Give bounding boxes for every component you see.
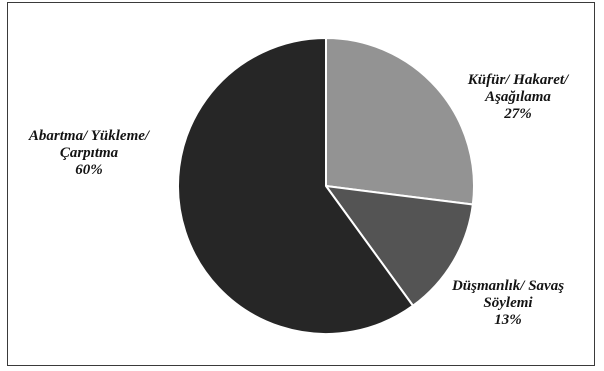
slice-label-line: Küfür/ Hakaret/: [467, 72, 569, 88]
slice-kufur-hakaret: [325, 37, 475, 206]
slice-value: 13%: [494, 312, 522, 328]
slice-label-dusmanlik-savas: Düşmanlık/ Savaş Söylemi 13%: [432, 278, 584, 329]
pie-slices: [177, 37, 475, 335]
slice-label-line: Düşmanlık/ Savaş: [451, 278, 565, 294]
slice-abartma-yukleme: [177, 37, 414, 335]
slice-value: 60%: [75, 162, 103, 178]
slice-label-abartma-yukleme: Abartma/ Yükleme/ Çarpıtma 60%: [14, 128, 164, 179]
slice-value: 27%: [504, 106, 532, 122]
slice-label-line: Söylemi: [483, 295, 533, 311]
slice-dusmanlik-savas: [325, 185, 474, 307]
slice-label-line: Çarpıtma: [59, 145, 119, 161]
slice-label-line: Abartma/ Yükleme/: [28, 128, 150, 144]
slice-label-kufur-hakaret: Küfür/ Hakaret/ Aşağılama 27%: [452, 72, 584, 123]
slice-label-line: Aşağılama: [485, 89, 551, 105]
